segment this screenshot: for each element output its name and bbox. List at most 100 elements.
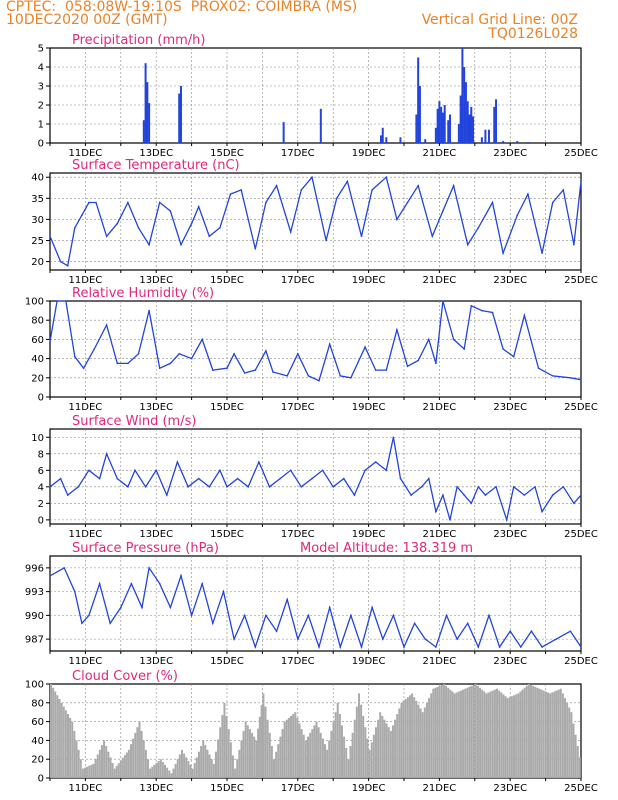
- cloud-bar: [515, 694, 518, 778]
- data-point: [236, 477, 239, 480]
- cloud-bar: [351, 732, 354, 778]
- data-point: [66, 264, 69, 267]
- cloud-bar: [372, 734, 375, 778]
- cloud-bar: [321, 738, 324, 778]
- y-tick-label: 30: [31, 215, 44, 226]
- cloud-bar: [273, 759, 276, 778]
- data-point: [49, 340, 51, 343]
- data-point: [254, 248, 257, 250]
- cloud-bar: [355, 706, 358, 778]
- data-point: [73, 355, 76, 358]
- cloud-bar: [88, 765, 91, 778]
- data-point: [534, 486, 536, 488]
- data-point: [321, 469, 324, 472]
- cloud-bar: [449, 689, 452, 778]
- cloud-bar: [476, 685, 479, 778]
- y-tick-label: 996: [25, 563, 44, 574]
- cloud-bar: [428, 698, 431, 778]
- x-tick-label: 17DEC: [281, 275, 315, 286]
- x-tick-label: 23DEC: [493, 783, 527, 794]
- cloud-bar: [296, 717, 299, 778]
- cloud-bar: [349, 746, 352, 778]
- cloud-bar: [270, 746, 273, 778]
- cloud-bar: [364, 727, 367, 778]
- x-tick-label: 15DEC: [210, 529, 244, 540]
- cloud-bar: [362, 715, 365, 778]
- data-point: [268, 486, 271, 488]
- cloud-bar: [572, 723, 575, 778]
- cloud-bar: [377, 719, 380, 778]
- cloud-bar: [506, 698, 509, 778]
- x-tick-label: 19DEC: [352, 275, 386, 286]
- cloud-bar: [229, 742, 232, 778]
- data-point: [509, 630, 512, 633]
- precip-bar: [461, 48, 464, 143]
- cloud-bar: [555, 690, 558, 778]
- cloud-bar: [547, 692, 550, 778]
- cloud-bar: [98, 749, 101, 778]
- x-tick-label: 25DEC: [564, 402, 598, 413]
- cloud-bar: [459, 690, 462, 778]
- precip-bar: [441, 112, 444, 143]
- cloud-bar: [94, 759, 97, 778]
- data-point: [435, 510, 437, 513]
- data-point: [187, 486, 189, 488]
- cloud-bar: [151, 766, 154, 778]
- cloud-bar: [568, 707, 571, 778]
- data-point: [580, 646, 582, 648]
- cloud-bar: [159, 759, 162, 778]
- cloud-bar: [202, 740, 205, 778]
- data-point: [551, 375, 554, 377]
- y-tick-label: 1: [38, 120, 44, 131]
- data-point: [155, 469, 157, 472]
- cloud-bar: [500, 692, 503, 778]
- cloud-bar: [153, 764, 156, 778]
- data-point: [243, 614, 246, 617]
- cloud-bar: [125, 752, 128, 778]
- cloud-bar: [521, 689, 524, 778]
- cloud-bar: [447, 687, 450, 778]
- cloud-bar: [281, 729, 284, 778]
- cloud-bar: [170, 773, 173, 778]
- cloud-bar: [455, 692, 458, 778]
- cloud-bar: [396, 714, 399, 778]
- panel-title: Surface Wind (m/s): [72, 414, 196, 429]
- precip-bar: [457, 124, 460, 143]
- x-tick-label: 11DEC: [69, 148, 103, 159]
- precip-bar: [381, 127, 384, 143]
- x-tick-label: 21DEC: [423, 148, 457, 159]
- data-point: [265, 350, 267, 352]
- data-point: [73, 590, 76, 593]
- cloud-bar: [406, 697, 409, 778]
- series-line: [49, 175, 582, 267]
- data-point: [371, 189, 373, 191]
- x-tick-label: 23DEC: [493, 148, 527, 159]
- cloud-bar: [472, 684, 475, 778]
- cloud-bar: [266, 719, 269, 778]
- cloud-bar: [387, 727, 390, 778]
- cloud-bar: [423, 707, 426, 778]
- data-point: [148, 243, 150, 246]
- data-point: [449, 519, 451, 521]
- cloud-bar: [370, 742, 373, 778]
- data-point: [420, 486, 423, 488]
- precip-bar: [179, 86, 182, 143]
- x-tick-label: 19DEC: [352, 148, 386, 159]
- cloud-bar: [109, 757, 112, 778]
- x-tick-label: 11DEC: [69, 783, 103, 794]
- x-tick-label: 21DEC: [423, 656, 457, 667]
- cloud-bar: [343, 736, 346, 778]
- data-point: [477, 227, 480, 229]
- data-point: [88, 201, 90, 204]
- cloud-bar: [107, 751, 110, 778]
- data-point: [339, 646, 342, 648]
- cloud-bar: [90, 764, 93, 778]
- data-point: [265, 201, 267, 204]
- cloud-bar: [383, 719, 386, 778]
- cloud-bar: [180, 749, 183, 778]
- x-tick-label: 13DEC: [139, 275, 173, 286]
- data-point: [190, 222, 193, 225]
- y-tick-label: 0: [38, 393, 44, 404]
- cloud-bar: [553, 691, 556, 778]
- data-point: [49, 574, 51, 577]
